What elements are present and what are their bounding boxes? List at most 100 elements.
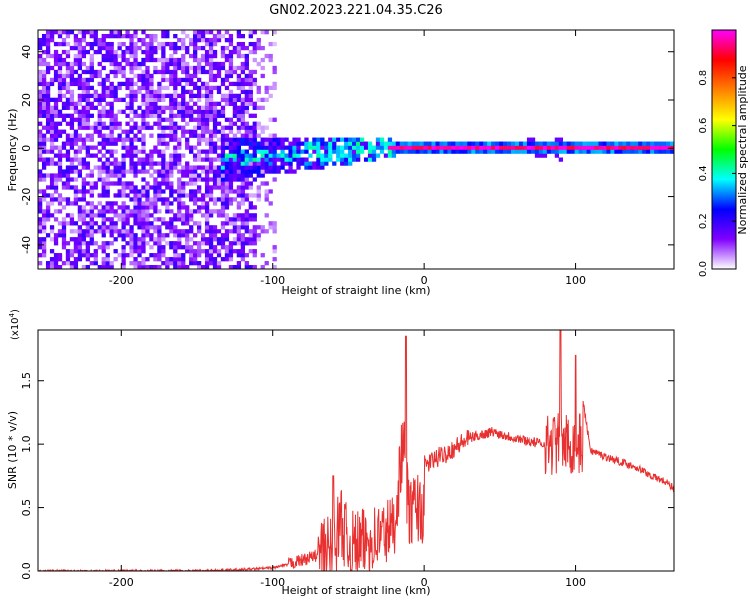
- heatmap-cell: [280, 141, 285, 146]
- heatmap-cell: [232, 249, 238, 254]
- heatmap-cell: [117, 125, 122, 130]
- heatmap-cell: [45, 125, 51, 130]
- heatmap-cell: [157, 173, 162, 178]
- heatmap-cell: [101, 121, 106, 126]
- heatmap-cell: [97, 129, 102, 134]
- heatmap-cell: [173, 265, 178, 269]
- heatmap-cell: [41, 189, 47, 194]
- heatmap-cell: [197, 225, 202, 230]
- heatmap-cell: [610, 149, 615, 154]
- heatmap-cell: [38, 153, 43, 158]
- heatmap-cell: [387, 149, 393, 154]
- heatmap-cell: [73, 69, 79, 75]
- heatmap-cell: [41, 229, 47, 234]
- heatmap-cell: [149, 49, 154, 55]
- heatmap-cell: [85, 225, 90, 230]
- heatmap-cell: [232, 113, 238, 118]
- heatmap-cell: [280, 145, 285, 150]
- heatmap-cell: [45, 97, 51, 102]
- heatmap-cell: [113, 53, 118, 59]
- heatmap-cell: [57, 177, 63, 182]
- heatmap-cell: [181, 261, 186, 266]
- heatmap-cell: [244, 129, 249, 134]
- heatmap-cell: [45, 173, 51, 178]
- heatmap-cell: [149, 41, 154, 47]
- heatmap-cell: [85, 105, 90, 110]
- heatmap-cell: [73, 129, 79, 134]
- heatmap-cell: [149, 85, 154, 91]
- heatmap-cell: [204, 149, 210, 154]
- heatmap-cell: [137, 201, 142, 206]
- heatmap-cell: [220, 181, 226, 186]
- heatmap-cell: [232, 165, 238, 170]
- heatmap-cell: [197, 185, 202, 190]
- heatmap-cell: [256, 157, 261, 162]
- heatmap-cell: [189, 73, 194, 79]
- heatmap-cell: [228, 153, 234, 158]
- heatmap-cell: [53, 109, 59, 114]
- heatmap-cell: [193, 129, 198, 134]
- heatmap-cell: [109, 93, 114, 99]
- heatmap-cell: [173, 129, 178, 134]
- heatmap-cell: [348, 157, 353, 162]
- heatmap-cell: [268, 53, 273, 59]
- heatmap-cell: [252, 45, 257, 51]
- heatmap-cell: [284, 157, 289, 162]
- heatmap-cell: [228, 37, 234, 43]
- heatmap-cell: [165, 165, 170, 170]
- heatmap-cell: [77, 37, 83, 43]
- heatmap-cell: [129, 241, 134, 246]
- heatmap-cell: [590, 141, 595, 146]
- heatmap-cell: [53, 77, 59, 83]
- heatmap-cell: [121, 109, 126, 114]
- heatmap-cell: [220, 53, 226, 59]
- heatmap-cell: [316, 145, 321, 150]
- heatmap-cell: [113, 57, 118, 63]
- heatmap-cell: [340, 149, 345, 154]
- heatmap-cell: [41, 237, 47, 242]
- heatmap-cell: [93, 69, 98, 75]
- heatmap-cell: [81, 93, 86, 99]
- heatmap-cell: [200, 197, 206, 202]
- heatmap-cell: [193, 93, 198, 99]
- heatmap-cell: [272, 249, 277, 254]
- heatmap-cell: [97, 265, 102, 269]
- heatmap-cell: [264, 53, 269, 59]
- heatmap-cell: [137, 225, 142, 230]
- heatmap-cell: [101, 37, 106, 43]
- heatmap-cell: [578, 145, 583, 150]
- heatmap-cell: [49, 177, 55, 182]
- heatmap-cell: [125, 113, 130, 118]
- heatmap-cell: [38, 113, 43, 118]
- heatmap-cell: [101, 165, 106, 170]
- heatmap-cell: [212, 145, 218, 150]
- heatmap-cell: [69, 133, 75, 138]
- heatmap-cell: [216, 169, 222, 174]
- heatmap-cell: [236, 205, 242, 210]
- heatmap-cell: [157, 45, 162, 51]
- heatmap-cell: [260, 97, 265, 102]
- heatmap-cell: [93, 241, 98, 246]
- heatmap-cell: [149, 201, 154, 206]
- heatmap-cell: [220, 221, 226, 226]
- heatmap-cell: [101, 177, 106, 182]
- heatmap-cell: [292, 141, 297, 146]
- heatmap-cell: [89, 69, 94, 75]
- heatmap-cell: [228, 137, 234, 142]
- heatmap-cell: [105, 205, 110, 210]
- heatmap-cell: [204, 201, 210, 206]
- heatmap-cell: [252, 157, 257, 162]
- heatmap-cell: [630, 141, 635, 146]
- heatmap-cell: [109, 133, 114, 138]
- heatmap-cell: [212, 229, 218, 234]
- heatmap-cell: [212, 225, 218, 230]
- heatmap-cell: [85, 65, 90, 71]
- heatmap-cell: [69, 81, 75, 87]
- heatmap-cell: [173, 57, 178, 63]
- heatmap-cell: [53, 237, 59, 242]
- heatmap-cell: [284, 137, 289, 142]
- heatmap-cell: [85, 153, 90, 158]
- heatmap-cell: [252, 105, 257, 110]
- heatmap-cell: [212, 181, 218, 186]
- heatmap-cell: [61, 37, 67, 43]
